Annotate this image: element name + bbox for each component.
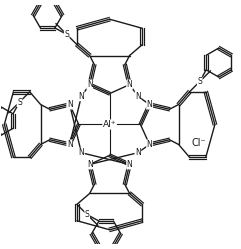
Text: N: N [147,100,152,109]
Text: N: N [87,160,93,169]
Text: N: N [147,140,152,149]
Text: N: N [135,92,141,101]
Text: Al⁺: Al⁺ [103,120,116,129]
Text: N: N [79,92,84,101]
Text: Cl⁻: Cl⁻ [191,138,206,148]
Text: N: N [87,80,93,89]
Text: N: N [67,140,73,149]
Text: N: N [127,80,133,89]
Text: N: N [79,148,84,157]
Text: S: S [85,210,90,219]
Text: N: N [67,100,73,109]
Text: S: S [17,98,22,107]
Text: N: N [135,148,141,157]
Text: S: S [197,77,202,86]
Text: S: S [64,30,69,39]
Text: N: N [127,160,133,169]
